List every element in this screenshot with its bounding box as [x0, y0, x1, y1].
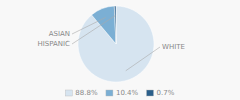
- pie: [78, 6, 154, 82]
- pie-slice: [92, 6, 116, 44]
- slice-label: WHITE: [162, 43, 185, 51]
- chart: WHITE ASIAN HISPANIC 88.8% 10.4% 0.7%: [0, 0, 240, 100]
- legend-swatch: [106, 90, 113, 96]
- pie-slice: [78, 6, 154, 82]
- legend-label: 0.7%: [157, 89, 175, 97]
- legend-swatch: [65, 90, 72, 96]
- slice-label: HISPANIC: [37, 40, 70, 48]
- leader-line: [126, 47, 160, 71]
- leader-line: [72, 16, 115, 44]
- legend-item: 10.4%: [106, 89, 139, 97]
- legend-item: 0.7%: [147, 89, 175, 97]
- legend-label: 88.8%: [75, 89, 98, 97]
- pie-slice: [114, 6, 116, 44]
- legend: 88.8% 10.4% 0.7%: [65, 89, 174, 97]
- leader-line: [72, 17, 106, 34]
- legend-item: 88.8%: [65, 89, 98, 97]
- slice-labels: WHITE ASIAN HISPANIC: [37, 16, 184, 71]
- legend-swatch: [147, 90, 154, 96]
- legend-label: 10.4%: [116, 89, 139, 97]
- slice-label: ASIAN: [49, 30, 70, 38]
